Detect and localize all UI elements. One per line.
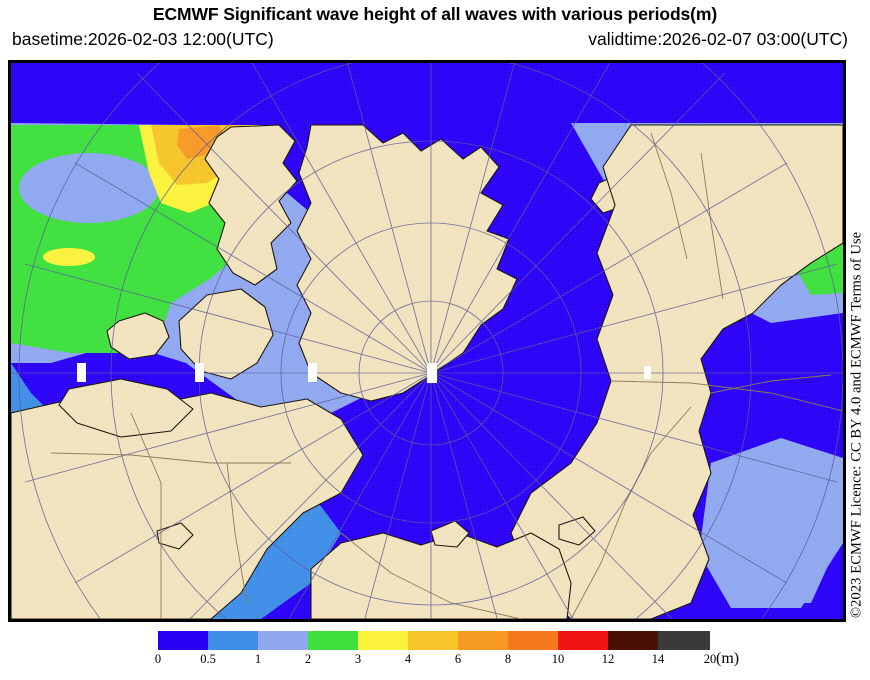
colorbar-legend: 0 0.5 1 2 3 4 6 8 10 12 14 20 (m) bbox=[0, 628, 870, 672]
colorbar-band-6 bbox=[458, 631, 508, 650]
map-frame[interactable] bbox=[8, 60, 846, 622]
colorbar-band-4 bbox=[358, 631, 408, 650]
colorbar-band-1 bbox=[208, 631, 258, 650]
wave-height-map[interactable] bbox=[11, 63, 843, 619]
colorbar-tick-labels: 0 0.5 1 2 3 4 6 8 10 12 14 20 bbox=[0, 652, 870, 670]
colorbar-unit-label: (m) bbox=[716, 650, 740, 667]
validtime-label: validtime:2026-02-07 03:00(UTC) bbox=[588, 29, 848, 49]
subtitle-row: basetime:2026-02-03 12:00(UTC) validtime… bbox=[0, 29, 870, 55]
colorbar-tick-20: 20 bbox=[703, 652, 717, 666]
colorbar-band-3 bbox=[308, 631, 358, 650]
colorbar-tick-8: 8 bbox=[504, 652, 512, 666]
copyright-notice: ©2023 ECMWF Licence: CC BY 4.0 and ECMWF… bbox=[846, 62, 868, 618]
chart-header: ECMWF Significant wave height of all wav… bbox=[0, 0, 870, 58]
colorbar-tick-1: 1 bbox=[254, 652, 262, 666]
basetime-label: basetime:2026-02-03 12:00(UTC) bbox=[12, 29, 274, 49]
dither-overlay bbox=[11, 63, 843, 619]
colorbar-tick-10: 10 bbox=[551, 652, 565, 666]
colorbar-tick-0.5: 0.5 bbox=[200, 652, 216, 666]
colorbar-band-8 bbox=[558, 631, 608, 650]
colorbar-band-2 bbox=[258, 631, 308, 650]
colorbar-band-9 bbox=[608, 631, 658, 650]
copyright-text: ©2023 ECMWF Licence: CC BY 4.0 and ECMWF… bbox=[848, 231, 865, 618]
colorbar-tick-4: 4 bbox=[404, 652, 412, 666]
page-title: ECMWF Significant wave height of all wav… bbox=[152, 4, 718, 24]
colorbar-band-7 bbox=[508, 631, 558, 650]
colorbar-band-0 bbox=[158, 631, 208, 650]
colorbar-tick-12: 12 bbox=[601, 652, 615, 666]
colorbar-tick-0: 0 bbox=[154, 652, 162, 666]
colorbar-tick-2: 2 bbox=[304, 652, 312, 666]
map-content bbox=[11, 63, 843, 619]
colorbar-tick-3: 3 bbox=[354, 652, 362, 666]
colorbar-band-10 bbox=[658, 631, 710, 650]
colorbar-band-5 bbox=[408, 631, 458, 650]
colorbar-bands[interactable] bbox=[158, 631, 710, 650]
colorbar-tick-14: 14 bbox=[651, 652, 665, 666]
colorbar-tick-6: 6 bbox=[454, 652, 462, 666]
